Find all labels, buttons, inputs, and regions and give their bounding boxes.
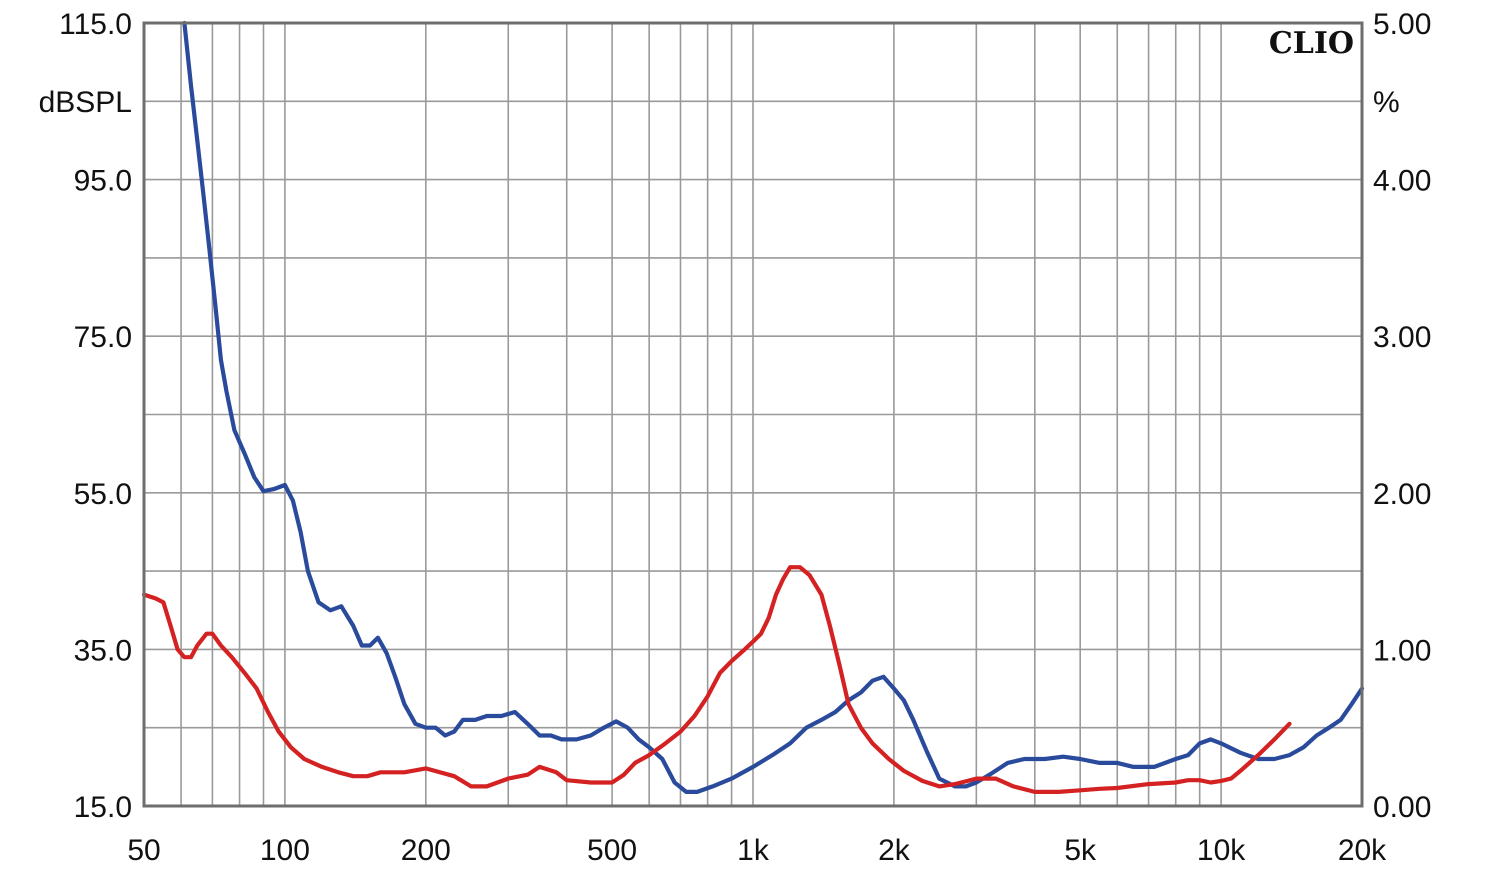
x-tick-label: 2k [878,834,911,867]
y-right-tick-label: 4.00 [1373,165,1431,198]
x-tick-label: 200 [401,834,451,867]
x-tick-label: 500 [587,834,637,867]
y-axis-left-unit: dBSPL [39,86,132,119]
y-left-tick-label: 15.0 [74,791,132,824]
x-tick-label: 50 [127,834,160,867]
y-left-tick-label: 115.0 [59,8,132,41]
series-lines [141,20,1365,794]
series-line-red [141,565,1292,794]
y-right-tick-label: 2.00 [1373,478,1431,511]
y-left-tick-label: 35.0 [74,634,132,667]
x-tick-label: 5k [1064,834,1097,867]
y-axis-right-unit: % [1373,86,1400,119]
tick-labels: 115.0 95.0 75.0 55.0 35.0 15.0 5.00 4.00 3.00 2.0… [59,8,1431,867]
y-left-tick-label: 95.0 [74,165,132,198]
x-tick-label: 10k [1197,834,1246,867]
y-left-tick-label: 55.0 [74,478,132,511]
plot-frame [142,21,1364,808]
clio-logo: CLIO [1269,26,1354,61]
y-right-tick-label: 1.00 [1373,634,1431,667]
y-right-tick-label: 0.00 [1373,791,1431,824]
x-tick-label: 100 [260,834,310,867]
y-right-tick-label: 5.00 [1373,8,1431,41]
y-left-tick-label: 75.0 [74,321,132,354]
series-line-blue [182,20,1365,794]
x-tick-label: 1k [737,834,770,867]
y-right-tick-label: 3.00 [1373,321,1431,354]
x-tick-label: 20k [1338,834,1387,867]
